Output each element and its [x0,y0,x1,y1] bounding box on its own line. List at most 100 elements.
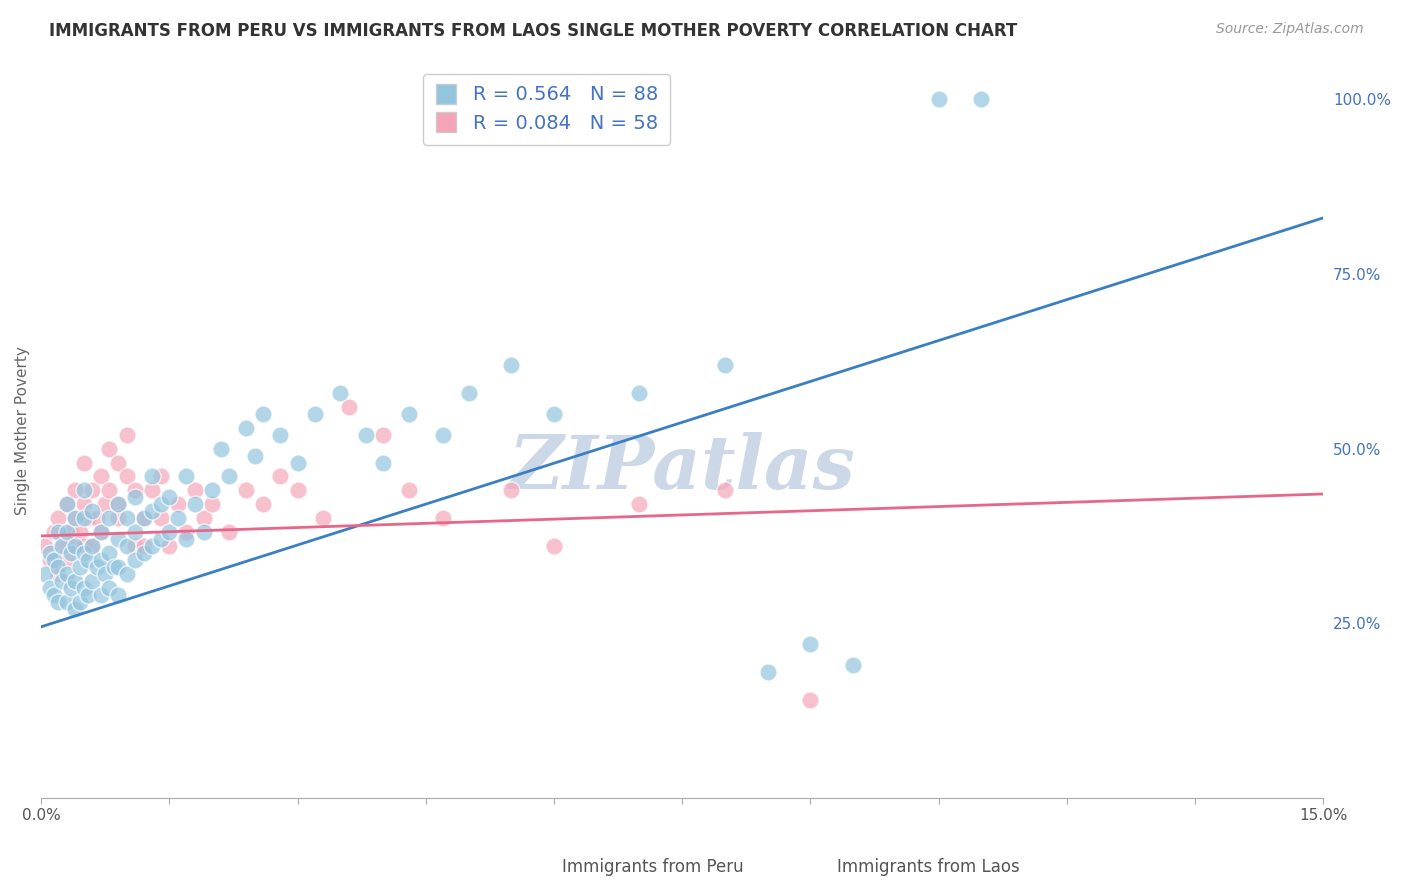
Point [167,511,190,525]
Point [65,574,87,589]
Legend: R = 0.564   N = 88, R = 0.084   N = 58: R = 0.564 N = 88, R = 0.084 N = 58 [423,74,671,145]
Point [970,92,993,106]
Point [193,525,215,540]
Point [82,540,104,554]
Point [103,560,125,574]
Point [124,553,146,567]
Point [77,511,100,525]
Point [157,491,180,505]
Point [34,567,56,582]
Point [432,427,454,442]
Text: IMMIGRANTS FROM PERU VS IMMIGRANTS FROM LAOS SINGLE MOTHER POVERTY CORRELATION C: IMMIGRANTS FROM PERU VS IMMIGRANTS FROM … [49,22,1018,40]
Point [51,540,73,554]
Point [60,546,83,560]
Point [42,525,65,540]
Point [73,540,96,554]
Point [69,595,91,609]
Point [218,525,240,540]
Point [149,533,172,547]
Point [94,567,117,582]
Point [38,582,60,596]
Point [94,498,117,512]
Point [184,483,207,498]
Point [124,491,146,505]
Point [371,456,394,470]
Point [65,511,87,525]
Point [543,407,565,421]
Point [98,483,121,498]
Point [799,693,821,707]
Point [60,582,83,596]
Point [371,427,394,442]
Point [115,567,138,582]
Point [65,540,87,554]
Point [842,658,865,673]
Point [543,540,565,554]
Point [115,469,138,483]
Point [34,540,56,554]
Point [107,498,129,512]
Point [107,533,129,547]
Point [218,469,240,483]
Point [115,511,138,525]
Point [90,588,112,602]
Point [141,504,163,518]
Point [269,427,291,442]
Point [176,525,198,540]
Point [457,385,479,400]
Point [184,498,207,512]
Point [90,469,112,483]
Point [132,546,155,560]
Point [157,540,180,554]
Point [65,540,87,554]
Point [176,533,198,547]
Text: Immigrants from Peru: Immigrants from Peru [562,858,744,876]
Point [141,469,163,483]
Point [46,560,69,574]
Point [42,553,65,567]
Point [329,385,352,400]
Point [149,498,172,512]
Point [60,525,83,540]
Point [51,540,73,554]
Point [124,540,146,554]
Point [90,525,112,540]
Point [628,498,651,512]
Point [86,560,108,574]
Text: ZIPatlas: ZIPatlas [509,432,856,504]
Point [73,546,96,560]
Point [269,469,291,483]
Point [98,511,121,525]
Point [501,483,523,498]
Point [86,511,108,525]
Point [90,553,112,567]
Point [73,498,96,512]
Point [149,469,172,483]
Point [77,553,100,567]
Point [243,449,266,463]
Text: Source: ZipAtlas.com: Source: ZipAtlas.com [1216,22,1364,37]
Point [132,511,155,525]
Point [714,358,737,372]
Point [124,525,146,540]
Point [141,483,163,498]
Point [55,567,77,582]
Point [132,540,155,554]
Point [69,525,91,540]
Text: Immigrants from Laos: Immigrants from Laos [837,858,1019,876]
Point [65,511,87,525]
Point [201,498,224,512]
Point [73,511,96,525]
Point [157,525,180,540]
Point [46,567,69,582]
Point [501,358,523,372]
Point [46,595,69,609]
Point [73,582,96,596]
Point [69,560,91,574]
Point [354,427,377,442]
Point [82,540,104,554]
Point [98,546,121,560]
Point [337,400,360,414]
Point [149,511,172,525]
Point [82,483,104,498]
